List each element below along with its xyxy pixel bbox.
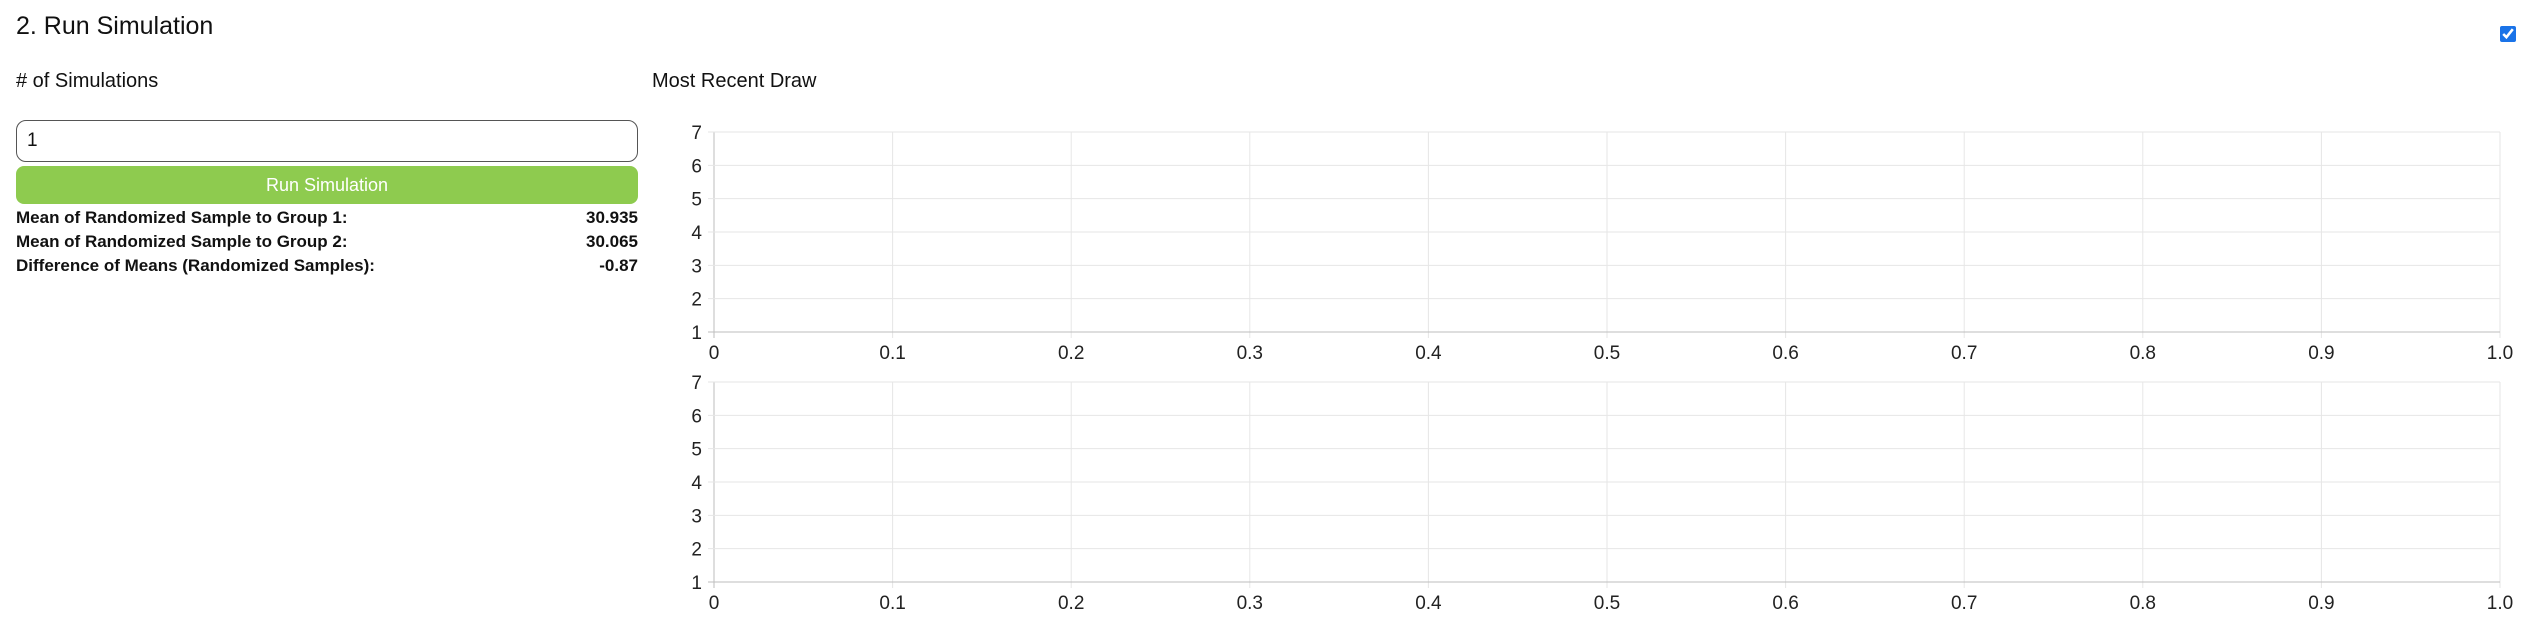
y-tick-label: 5 — [691, 190, 702, 211]
group2-chart-svg: 0 0.1 0.2 0.3 0.4 0.5 0.6 0.7 0.8 0.9 1.0 1 2 3 4 5 6 7 — [691, 373, 2513, 614]
x-tick-label: 0.4 — [1415, 343, 1442, 364]
group1-draw-chart: 0 0.1 0.2 0.3 0.4 0.5 0.6 0.7 0.8 0.9 1.0 1 2 3 4 5 6 7 — [652, 120, 2520, 365]
x-tick-label: 0.6 — [1772, 343, 1798, 364]
stat-value: 30.065 — [586, 232, 638, 251]
x-tick-label: 1.0 — [2487, 343, 2513, 364]
y-tick-label: 4 — [691, 223, 702, 244]
x-tick-label: 0.1 — [879, 593, 905, 614]
y-tick-label: 7 — [691, 373, 702, 394]
y-tick-label: 2 — [691, 540, 702, 561]
stat-label: Difference of Means (Randomized Samples)… — [16, 256, 375, 275]
x-tick-label: 0.3 — [1237, 343, 1263, 364]
x-tick-label: 0.4 — [1415, 593, 1442, 614]
group2-draw-chart: 0 0.1 0.2 0.3 0.4 0.5 0.6 0.7 0.8 0.9 1.0 1 2 3 4 5 6 7 — [652, 370, 2520, 615]
stat-label: Mean of Randomized Sample to Group 2: — [16, 232, 348, 251]
x-tick-label: 0 — [709, 593, 720, 614]
x-tick-label: 0.2 — [1058, 343, 1084, 364]
x-tick-label: 0.8 — [2130, 593, 2156, 614]
section-toggle-checkbox[interactable] — [2500, 26, 2516, 42]
x-tick-label: 0.2 — [1058, 593, 1084, 614]
stat-label: Mean of Randomized Sample to Group 1: — [16, 208, 348, 227]
x-tick-label: 0 — [709, 343, 720, 364]
y-tick-label: 2 — [691, 290, 702, 311]
sim-count-input[interactable] — [16, 120, 638, 162]
x-tick-label: 0.5 — [1594, 593, 1620, 614]
chart-heading: Most Recent Draw — [652, 70, 817, 92]
stat-row-group2-mean: Mean of Randomized Sample to Group 2: 30… — [16, 230, 638, 254]
x-tick-label: 0.5 — [1594, 343, 1620, 364]
stat-row-difference: Difference of Means (Randomized Samples)… — [16, 254, 638, 278]
x-tick-label: 1.0 — [2487, 593, 2513, 614]
x-tick-label: 0.9 — [2308, 593, 2334, 614]
sim-count-label: # of Simulations — [16, 70, 159, 92]
y-tick-label: 6 — [691, 156, 702, 177]
y-tick-label: 5 — [691, 440, 702, 461]
section-title: 2. Run Simulation — [16, 12, 214, 40]
y-tick-label: 3 — [691, 256, 702, 277]
stat-value: 30.935 — [586, 208, 638, 227]
group1-chart-svg: 0 0.1 0.2 0.3 0.4 0.5 0.6 0.7 0.8 0.9 1.0 1 2 3 4 5 6 7 — [691, 123, 2513, 364]
x-tick-label: 0.9 — [2308, 343, 2334, 364]
y-tick-label: 3 — [691, 506, 702, 527]
y-tick-label: 7 — [691, 123, 702, 144]
x-tick-label: 0.7 — [1951, 343, 1977, 364]
x-tick-label: 0.8 — [2130, 343, 2156, 364]
y-tick-label: 4 — [691, 473, 702, 494]
y-tick-label: 6 — [691, 406, 702, 427]
x-tick-label: 0.3 — [1237, 593, 1263, 614]
stat-value: -0.87 — [599, 256, 638, 275]
y-tick-label: 1 — [691, 573, 702, 594]
y-tick-label: 1 — [691, 323, 702, 344]
x-tick-label: 0.1 — [879, 343, 905, 364]
run-simulation-button[interactable]: Run Simulation — [16, 166, 638, 204]
x-tick-label: 0.7 — [1951, 593, 1977, 614]
simulation-controls: # of Simulations Run Simulation Mean of … — [16, 66, 638, 278]
stats-list: Mean of Randomized Sample to Group 1: 30… — [16, 206, 638, 278]
x-tick-label: 0.6 — [1772, 593, 1798, 614]
stat-row-group1-mean: Mean of Randomized Sample to Group 1: 30… — [16, 206, 638, 230]
most-recent-draw-panel: Most Recent Draw 0 0.1 0.2 0.3 0.4 0.5 0.6 0.7 0… — [652, 66, 2520, 626]
